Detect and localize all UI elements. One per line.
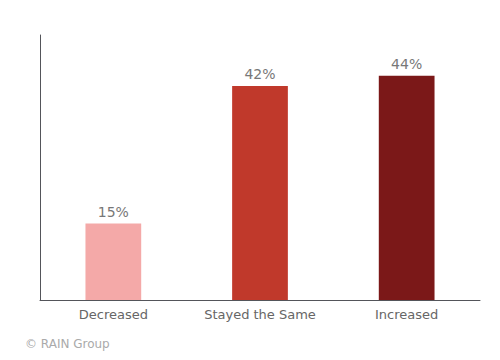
svg-text:© RAIN Group: © RAIN Group [25, 337, 110, 351]
svg-text:Decreased: Decreased [79, 307, 148, 322]
svg-text:42%: 42% [244, 66, 275, 82]
svg-text:44%: 44% [391, 56, 422, 72]
svg-text:15%: 15% [98, 204, 129, 220]
svg-text:Stayed the Same: Stayed the Same [204, 307, 316, 322]
svg-text:Increased: Increased [375, 307, 438, 322]
